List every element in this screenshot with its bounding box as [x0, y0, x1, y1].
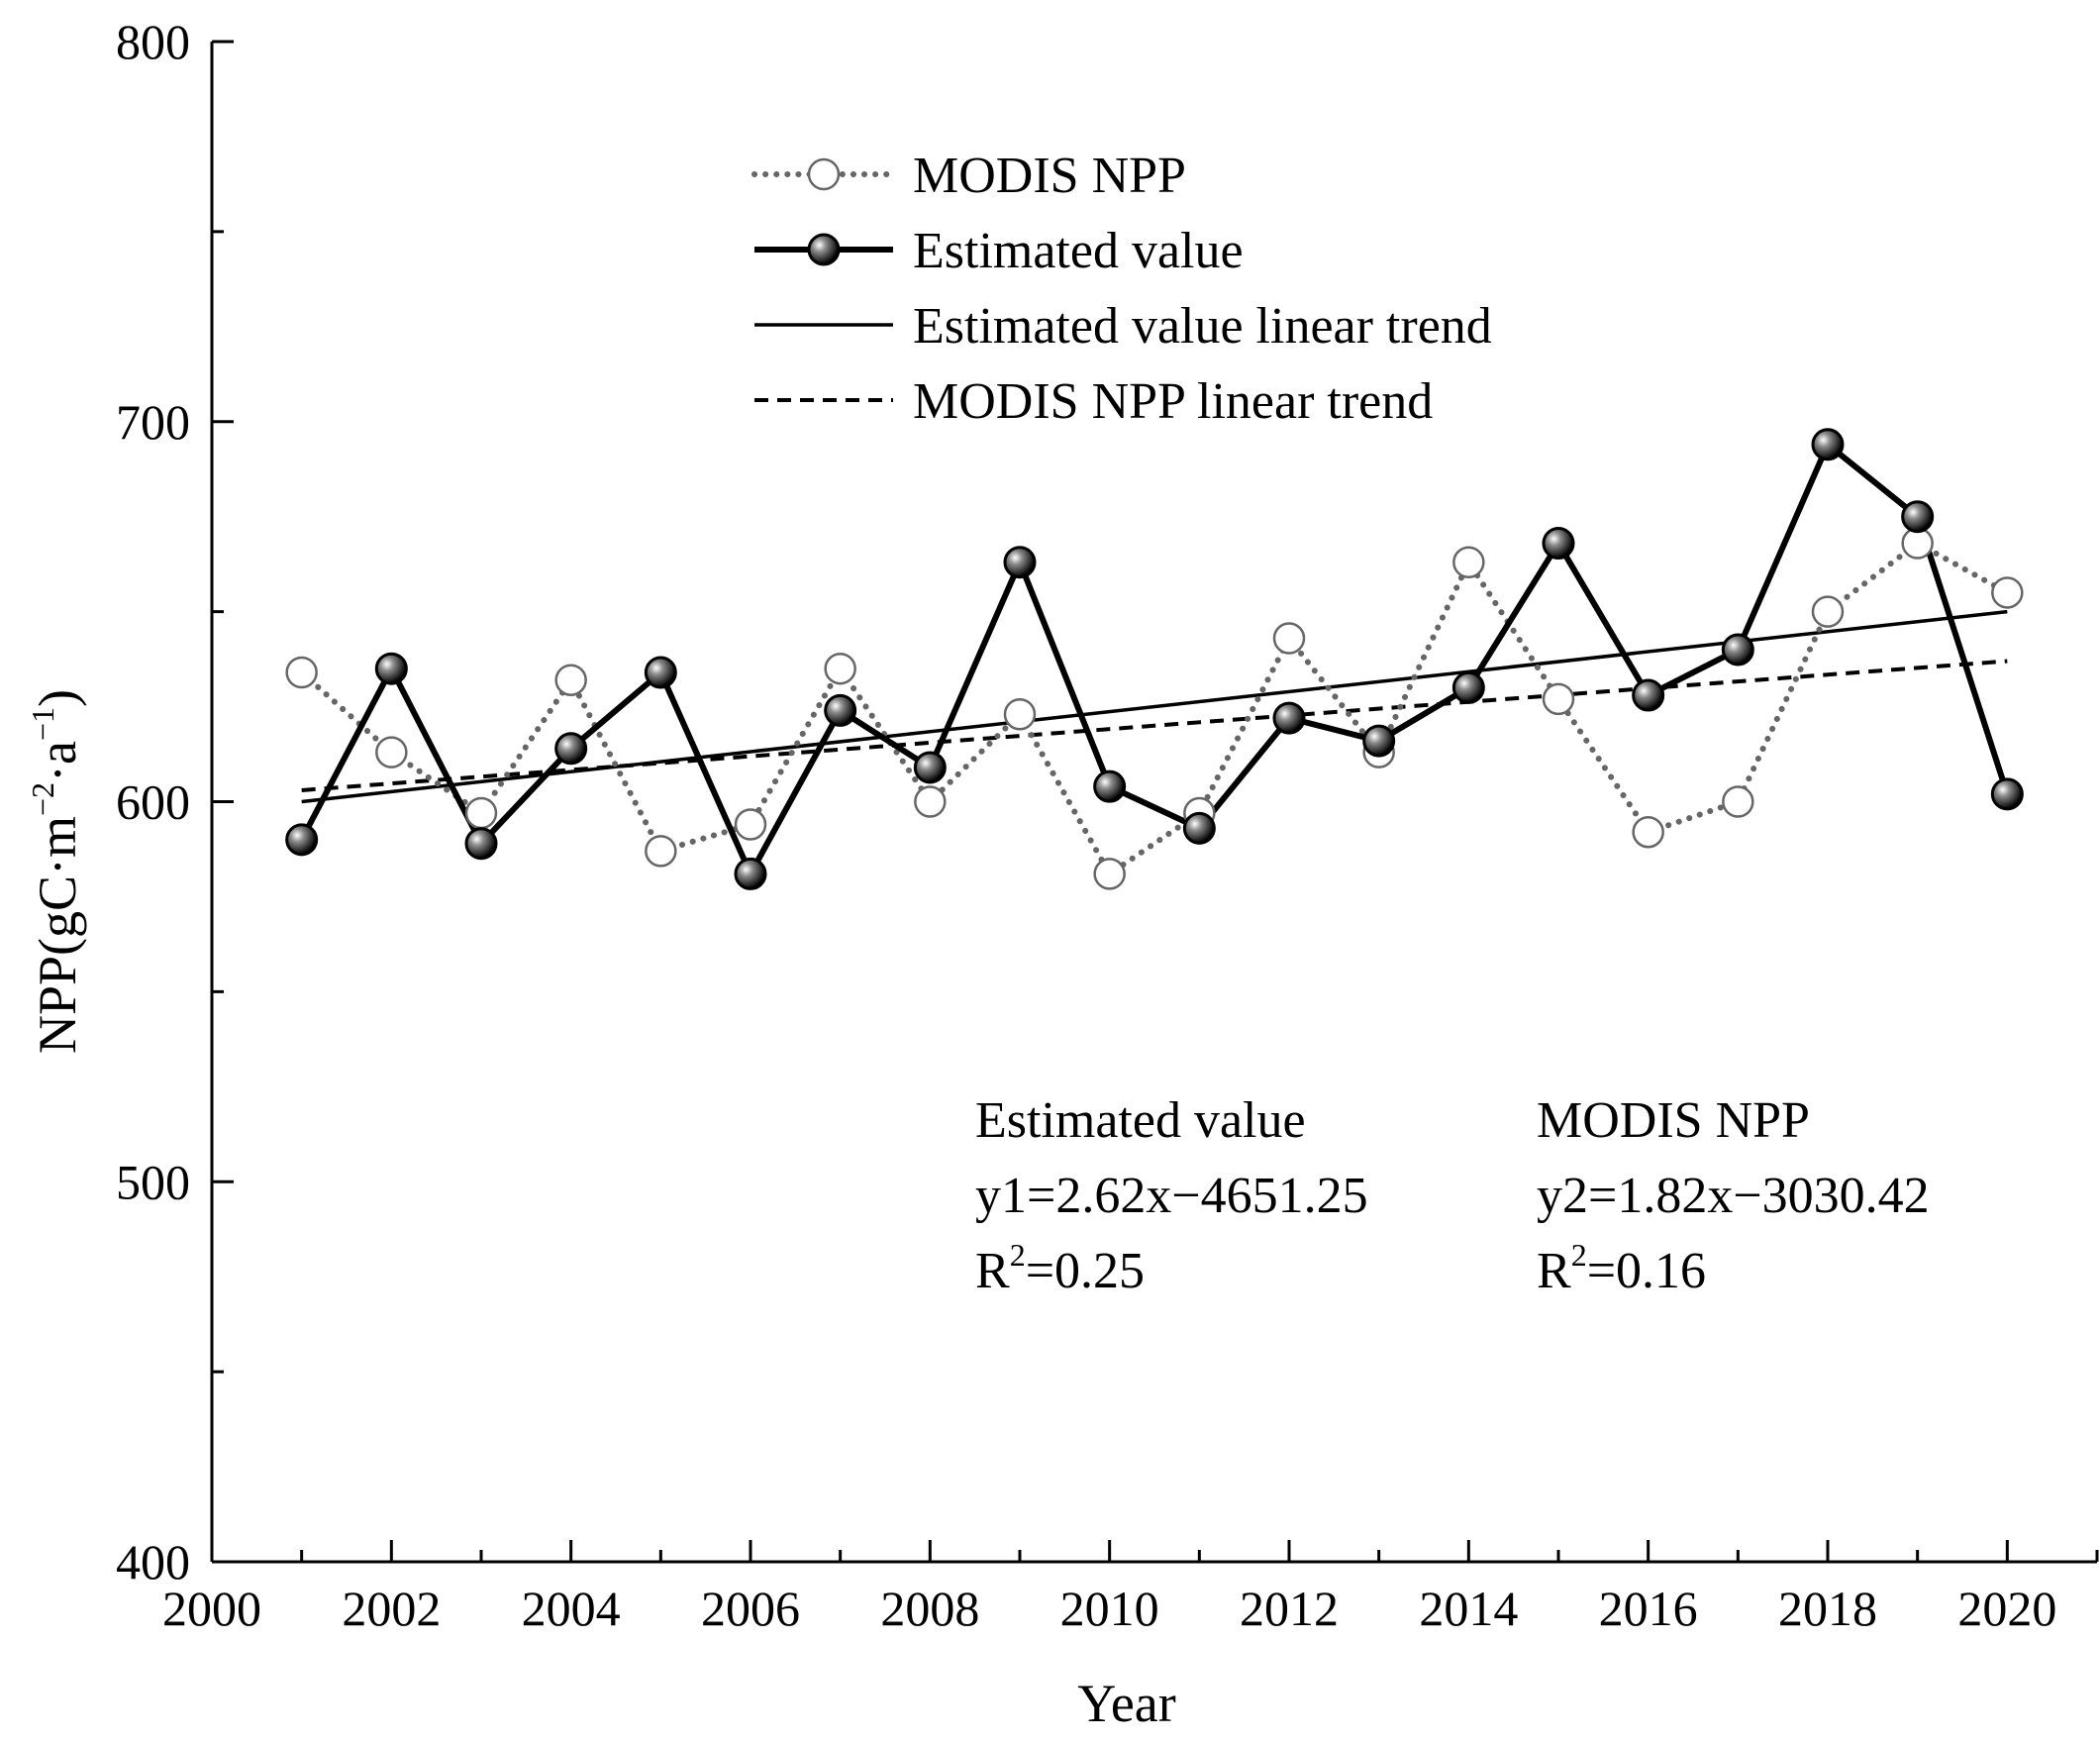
- modis-npp-point: [824, 652, 856, 685]
- modis-npp-point: [375, 736, 408, 769]
- modis-npp-point: [1272, 622, 1306, 655]
- legend-label-estimated-value: Estimated value: [913, 223, 1244, 279]
- y-tick-label: 500: [116, 1154, 190, 1209]
- trend-line-modis: [301, 659, 2008, 792]
- regression-annotations: Estimated value y1=2.62x−4651.25 R2=0.25…: [975, 1092, 1930, 1299]
- estimated-value-point: [285, 823, 319, 857]
- modis-npp-point: [1811, 595, 1845, 628]
- modis-npp-point: [914, 785, 947, 818]
- x-tick-label: 2020: [1957, 1581, 2056, 1636]
- series-line-modis-npp: [298, 539, 2011, 878]
- annotation-modis-title: MODIS NPP: [1537, 1092, 1810, 1149]
- x-tick-label: 2006: [701, 1581, 800, 1636]
- estimated-value-point: [1632, 678, 1665, 712]
- estimated-value-point: [1542, 527, 1575, 561]
- estimated-value-point: [1362, 724, 1396, 758]
- estimated-value-point: [644, 656, 677, 689]
- estimated-value-point: [1990, 777, 2024, 811]
- estimated-value-point: [1272, 701, 1306, 735]
- modis-npp-point: [734, 808, 767, 841]
- axes: 400 500 600 700 800 2000 2002 2004 2006 2008 2010 2…: [116, 14, 2099, 1636]
- legend-marker-modis-npp: [807, 157, 841, 191]
- legend-label-modis-trend: MODIS NPP linear trend: [913, 373, 1433, 430]
- estimated-value-point: [734, 857, 767, 890]
- modis-npp-point: [645, 835, 677, 868]
- modis-npp-point: [1093, 858, 1126, 890]
- x-tick-label: 2008: [880, 1581, 979, 1636]
- y-tick-label: 800: [116, 14, 190, 69]
- modis-npp-point: [464, 796, 498, 830]
- x-tick-label: 2018: [1778, 1581, 1877, 1636]
- modis-npp-point: [1542, 682, 1575, 716]
- estimated-value-point: [1721, 633, 1754, 667]
- x-tick-label: 2014: [1419, 1581, 1518, 1636]
- series-line-estimated-value: [299, 439, 2011, 881]
- estimated-value-point: [554, 732, 588, 766]
- modis-npp-point: [1722, 785, 1754, 818]
- x-tick-label: 2002: [342, 1581, 441, 1636]
- x-axis-title: Year: [1077, 1674, 1176, 1733]
- estimated-value-point: [1901, 500, 1935, 534]
- legend-label-estimated-trend: Estimated value linear trend: [913, 298, 1492, 355]
- modis-npp-point: [1452, 546, 1485, 578]
- y-axis-title: NPP(gC·m−2·a−1): [25, 689, 87, 1054]
- annotation-estimated-title: Estimated value: [975, 1092, 1306, 1149]
- x-tick-label: 2010: [1060, 1581, 1159, 1636]
- annotation-estimated-r2: R2=0.25: [975, 1237, 1145, 1299]
- series: [285, 428, 2024, 890]
- annotation-modis-r2: R2=0.16: [1537, 1237, 1706, 1299]
- y-tick-label: 700: [116, 394, 190, 450]
- x-tick-label: 2016: [1599, 1581, 1698, 1636]
- y-tick-label: 600: [116, 774, 190, 830]
- estimated-value-point: [464, 827, 498, 861]
- x-tick-label: 2012: [1240, 1581, 1339, 1636]
- estimated-value-point: [1182, 811, 1216, 845]
- modis-npp-point: [1991, 576, 2024, 609]
- annotation-modis-equation: y2=1.82x−3030.42: [1537, 1168, 1930, 1224]
- estimated-value-point: [913, 751, 947, 784]
- legend-marker-estimated-value: [807, 233, 841, 266]
- modis-npp-point: [285, 656, 318, 689]
- trend-line-estimated: [301, 609, 2008, 804]
- estimated-value-point: [374, 652, 408, 685]
- trend-lines: [301, 609, 2008, 804]
- legend-label-modis-npp: MODIS NPP: [913, 148, 1186, 204]
- modis-npp-point: [554, 664, 587, 696]
- annotation-estimated-equation: y1=2.62x−4651.25: [975, 1168, 1368, 1224]
- modis-npp-point: [1632, 815, 1664, 849]
- x-tick-label: 2000: [162, 1581, 261, 1636]
- estimated-value-point: [824, 693, 857, 727]
- legend: MODIS NPP Estimated value Estimated valu…: [751, 148, 1492, 430]
- estimated-value-point: [1003, 546, 1037, 579]
- y-tick-label: 400: [116, 1534, 190, 1590]
- estimated-value-point: [1093, 769, 1127, 803]
- estimated-value-point: [1811, 428, 1845, 462]
- x-tick-label: 2004: [522, 1581, 621, 1636]
- estimated-value-point: [1451, 670, 1485, 704]
- modis-npp-point: [1003, 697, 1037, 731]
